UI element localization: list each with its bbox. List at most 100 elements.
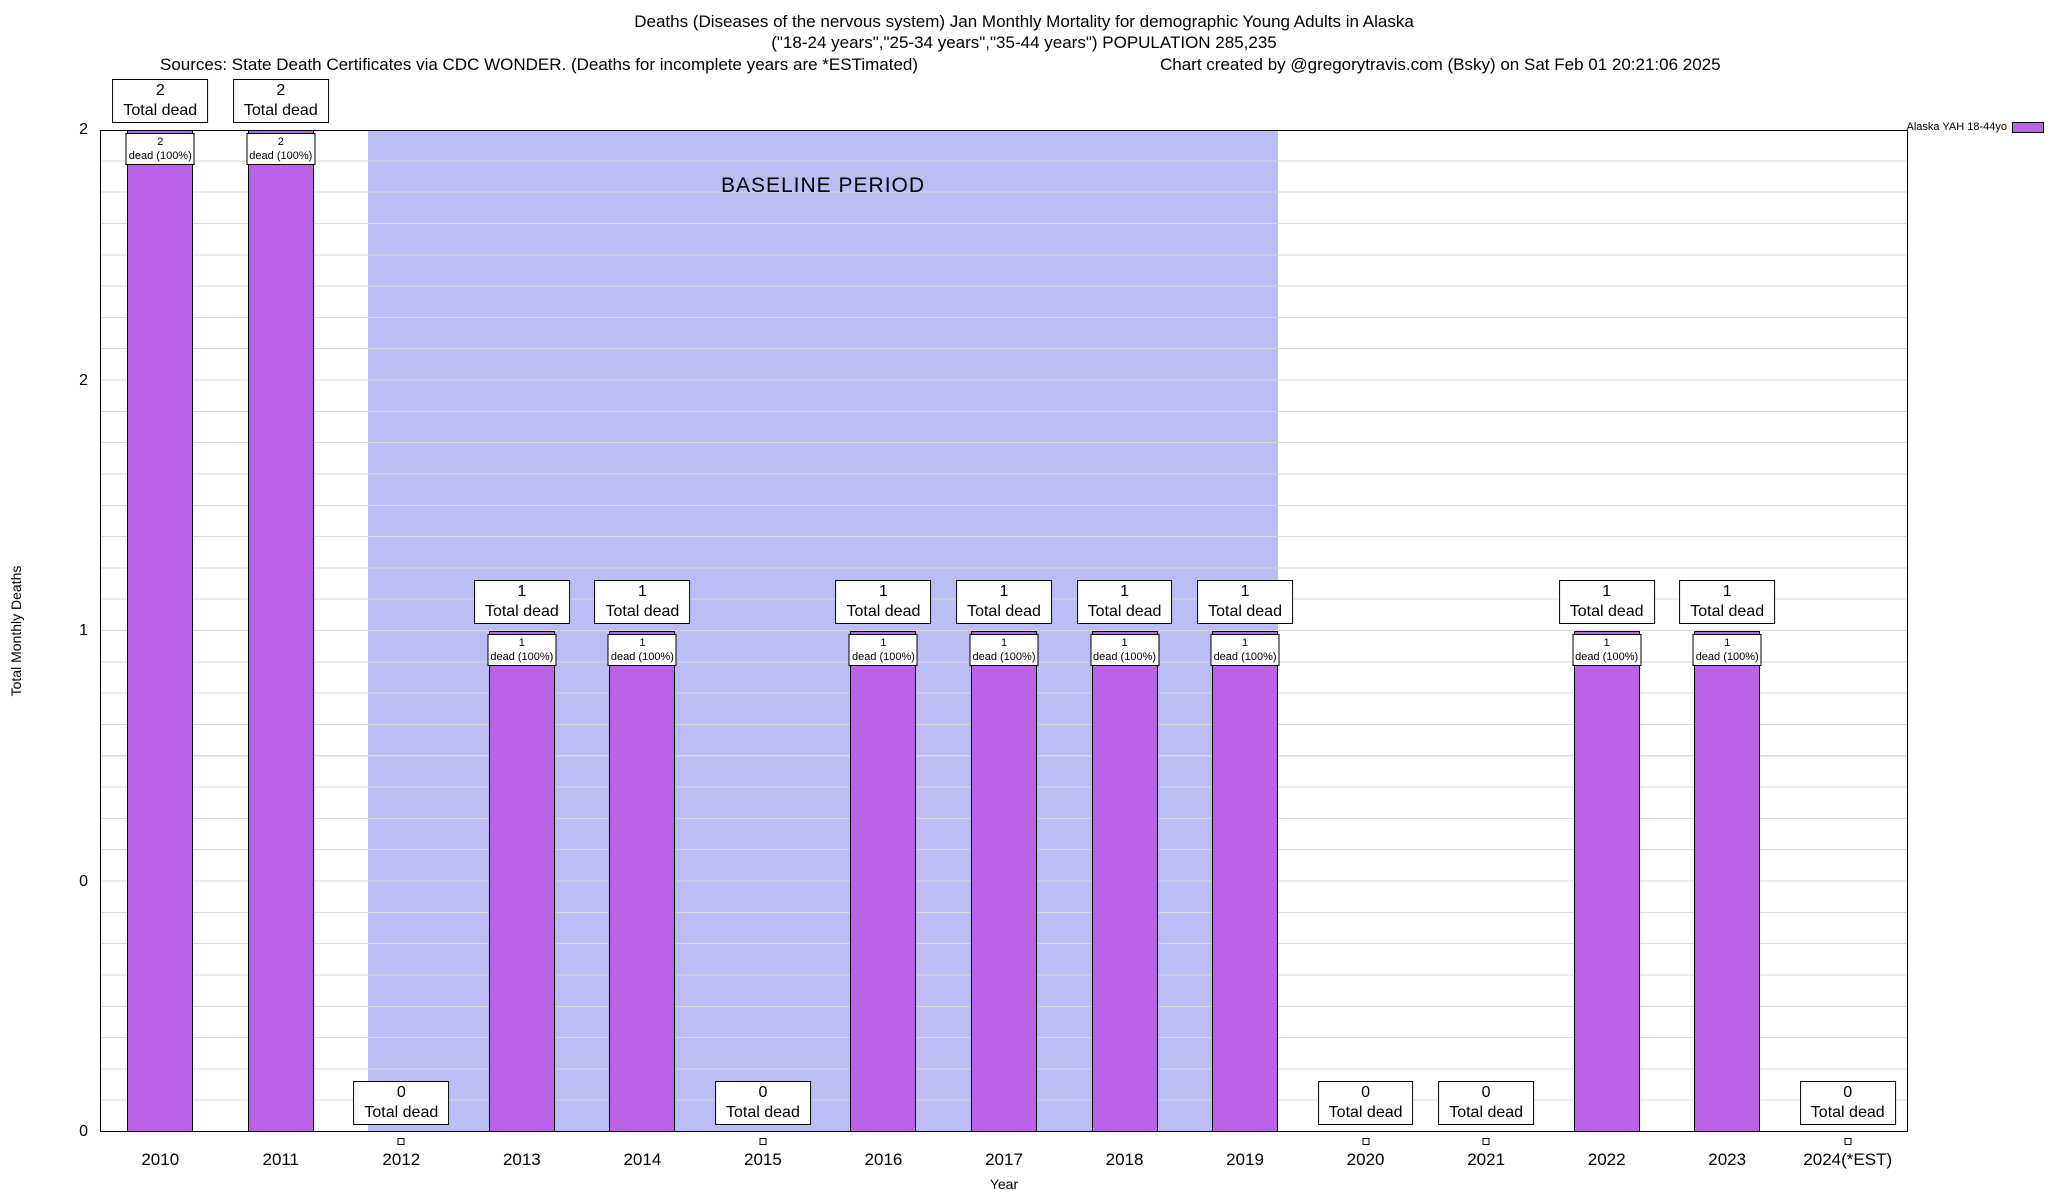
bar: [127, 130, 194, 1132]
bar-inner-value: 1: [1724, 637, 1731, 649]
x-axis-tick-label: 2012: [382, 1150, 421, 1169]
bar-total-value: 0: [1481, 1084, 1491, 1101]
zero-value-marker: [397, 1138, 405, 1145]
bar-total-text: Total dead: [726, 1104, 800, 1121]
bar-total-value: 0: [1843, 1084, 1853, 1101]
bar-total-value: 2: [155, 82, 165, 99]
bar-total-annotation: 1 Total dead: [956, 580, 1052, 624]
bar-inner-annotation: 1 dead (100%): [848, 634, 918, 666]
bar-total-annotation: 0 Total dead: [715, 1081, 811, 1125]
x-axis-tick-label: 2013: [502, 1150, 541, 1169]
legend-series-label: Alaska YAH 18-44yo: [1906, 121, 2007, 133]
bar-total-value: 0: [758, 1084, 768, 1101]
legend: Alaska YAH 18-44yo: [1907, 121, 2044, 133]
chart-title-line1: Deaths (Diseases of the nervous system) …: [634, 12, 1414, 31]
bar-inner-annotation: 1 dead (100%): [487, 634, 557, 666]
bar: [971, 631, 1037, 1132]
bar-inner-annotation: 1 dead (100%): [1692, 634, 1762, 666]
bar-inner-annotation: 1 dead (100%): [607, 634, 677, 666]
x-axis-tick-label: 2011: [262, 1150, 300, 1169]
bar-total-annotation: 1 Total dead: [473, 580, 570, 624]
bar-inner-annotation: 1 dead (100%): [1210, 634, 1280, 666]
bar-total-annotation: 0 Total dead: [1317, 1081, 1414, 1125]
bar-total-annotation: 1 Total dead: [1197, 580, 1293, 624]
x-axis-tick-label: 2022: [1587, 1150, 1626, 1169]
bar-inner-value: 1: [880, 637, 887, 649]
bar-total-text: Total dead: [967, 603, 1041, 620]
bar-total-annotation: 1 Total dead: [1558, 580, 1655, 624]
bar-total-value: 1: [1240, 583, 1250, 600]
x-axis-tick-label: 2020: [1346, 1150, 1385, 1169]
bar-total-text: Total dead: [1690, 603, 1765, 620]
bar-total-text: Total dead: [243, 102, 318, 119]
y-axis-tick-label: 2: [79, 121, 88, 138]
bar-inner-text: dead (100%): [1695, 651, 1759, 663]
bar-total-value: 1: [999, 583, 1009, 600]
bar-total-text: Total dead: [1449, 1104, 1524, 1121]
bar-total-text: Total dead: [364, 1104, 439, 1121]
zero-value-marker: [759, 1138, 767, 1145]
bar-total-value: 0: [1361, 1084, 1371, 1101]
bar: [1573, 631, 1640, 1132]
bar-total-text: Total dead: [1087, 603, 1162, 620]
bar-inner-value: 1: [1000, 637, 1008, 649]
zero-value-marker: [1362, 1138, 1370, 1145]
bar-total-value: 0: [396, 1084, 406, 1101]
bar-total-annotation: 0 Total dead: [1438, 1081, 1535, 1125]
bar-inner-value: 1: [1121, 637, 1128, 649]
bar-total-value: 1: [1722, 583, 1732, 600]
bar: [609, 631, 676, 1132]
bar-inner-value: 2: [157, 136, 164, 148]
bar-inner-annotation: 1 dead (100%): [1090, 634, 1160, 666]
bar-total-value: 1: [517, 583, 527, 600]
x-axis-tick-label: 2016: [864, 1150, 903, 1169]
bar-total-text: Total dead: [1569, 603, 1644, 620]
bar-total-annotation: 2 Total dead: [112, 79, 209, 123]
y-axis-tick-label: 0: [79, 872, 88, 890]
bar-total-text: Total dead: [846, 603, 921, 620]
x-axis-tick-label: 2017: [985, 1150, 1023, 1169]
bar-inner-annotation: 1 dead (100%): [969, 634, 1039, 666]
bar-total-annotation: 1 Total dead: [594, 580, 691, 624]
bar-inner-value: 1: [1242, 637, 1249, 649]
x-axis-tick-label: 2014: [623, 1150, 662, 1169]
bar-inner-text: dead (100%): [128, 150, 192, 162]
bar-inner-value: 1: [518, 637, 525, 649]
bar: [1091, 631, 1158, 1132]
bar-inner-text: dead (100%): [851, 651, 915, 663]
bar-inner-text: dead (100%): [1093, 651, 1157, 663]
legend-color-swatch: [2012, 121, 2044, 133]
bar-inner-annotation: 2 dead (100%): [246, 133, 316, 165]
x-axis-tick-label: 2024(*EST): [1803, 1150, 1893, 1169]
bar-total-text: Total dead: [484, 603, 559, 620]
bar-total-annotation: 1 Total dead: [1679, 580, 1776, 624]
bar-inner-text: dead (100%): [249, 150, 313, 162]
baseline-period-label: BASELINE PERIOD: [720, 174, 926, 197]
bar-inner-value: 1: [1603, 637, 1610, 649]
bar-inner-value: 2: [277, 136, 284, 148]
bar-total-text: Total dead: [1328, 1104, 1403, 1121]
bar-total-text: Total dead: [1208, 603, 1282, 620]
x-axis-tick-label: 2015: [744, 1150, 782, 1169]
bar-total-value: 1: [1602, 583, 1612, 600]
bar-inner-text: dead (100%): [610, 651, 674, 663]
zero-value-marker: [1482, 1138, 1490, 1145]
y-axis-tick-label: 1: [79, 622, 88, 639]
bar-total-annotation: 1 Total dead: [835, 580, 932, 624]
bar-total-text: Total dead: [123, 102, 198, 119]
bar-inner-text: dead (100%): [1575, 651, 1639, 663]
bar-inner-text: dead (100%): [972, 651, 1036, 663]
x-axis-tick-label: 2019: [1226, 1150, 1264, 1169]
bar-total-annotation: 2 Total dead: [232, 79, 329, 123]
bar-total-value: 1: [879, 583, 888, 600]
bar-total-value: 2: [276, 82, 286, 99]
x-axis-tick-label: 2023: [1708, 1150, 1747, 1169]
y-axis-tick-label: 2: [79, 371, 88, 389]
y-axis-tick-label: 0: [79, 1123, 88, 1140]
x-axis-label: Year: [989, 1176, 1019, 1192]
chart-title-line2: ("18-24 years","25-34 years","35-44 year…: [771, 33, 1277, 52]
x-axis-tick-label: 2010: [141, 1150, 180, 1169]
bar-total-annotation: 0 Total dead: [353, 1081, 450, 1125]
bar: [488, 631, 555, 1132]
